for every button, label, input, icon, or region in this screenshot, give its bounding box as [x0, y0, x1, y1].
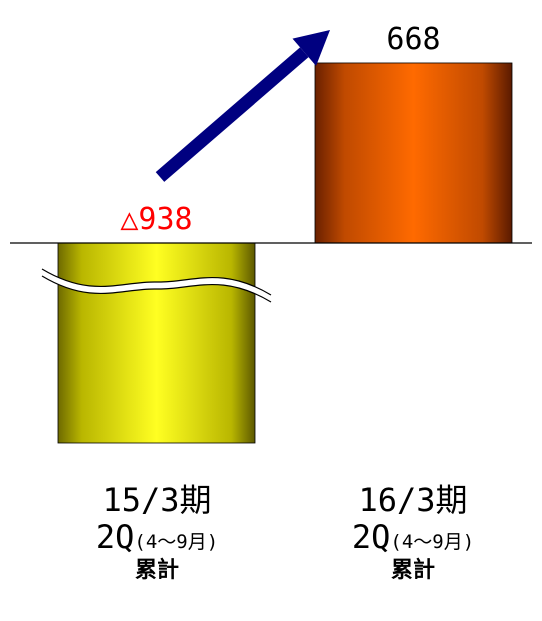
axis-break-line-top — [41, 268, 272, 296]
value-label-1: △938 — [120, 202, 192, 237]
category-quarter-2: 2Q — [351, 517, 391, 556]
category-quarter-row-2: 2Q(4～9月) — [293, 517, 533, 556]
category-quarter-row-1: 2Q(4～9月) — [37, 517, 277, 556]
category-months-1: (4～9月) — [134, 530, 219, 553]
trend-arrow-head — [292, 30, 330, 66]
category-cumulative-2: 累計 — [390, 557, 435, 583]
category-label-1: 15/3期 2Q(4～9月) 累計 — [37, 482, 277, 583]
category-quarter-1: 2Q — [95, 517, 135, 556]
value-label-2: 668 — [386, 22, 440, 57]
category-cumulative-1: 累計 — [134, 557, 179, 583]
category-label-2: 16/3期 2Q(4～9月) 累計 — [293, 482, 533, 583]
trend-arrow-shaft — [155, 47, 309, 182]
category-period-1: 15/3期 — [102, 481, 212, 519]
axis-break-gap — [42, 269, 271, 302]
category-months-2: (4～9月) — [390, 530, 475, 553]
axis-break-line-bottom — [41, 275, 272, 303]
bar-1 — [57, 242, 256, 444]
category-period-2: 16/3期 — [358, 481, 468, 519]
bar-2 — [314, 62, 513, 244]
